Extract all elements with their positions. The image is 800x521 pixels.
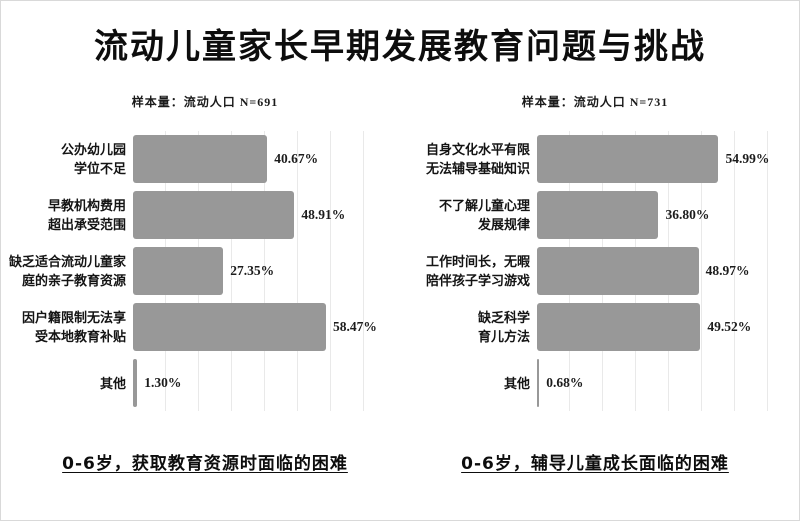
value-label: 36.80% (665, 207, 710, 222)
value-label: 40.67% (274, 151, 319, 166)
value-label: 48.97% (705, 263, 750, 278)
value-label: 1.30% (144, 375, 182, 390)
bar (133, 135, 268, 183)
value-label: 58.47% (332, 319, 377, 334)
category-label: 工作时间长，无暇 陪伴孩子学习游戏 (425, 254, 530, 288)
category-label: 因户籍限制无法享 受本地教育补贴 (21, 310, 126, 344)
bar (133, 359, 138, 407)
value-label: 54.99% (725, 151, 770, 166)
bar-row: 49.52% (537, 299, 771, 355)
value-label: 48.91% (301, 207, 346, 222)
page-title: 流动儿童家长早期发展教育问题与挑战 (94, 27, 706, 67)
bar-row: 40.67% (133, 131, 381, 187)
right-plot-area: 54.99% 36.80% 48.97% 49.52% 0.68% (537, 131, 771, 411)
category-label: 缺乏适合流动儿童家 庭的亲子教育资源 (8, 254, 126, 288)
left-chart-caption: 0-6岁，获取教育资源时面临的困难 (62, 454, 348, 474)
right-sample-size-label: 样本量：流动人口 N=731 (521, 95, 669, 109)
category-label: 早教机构费用 超出承受范围 (47, 198, 126, 232)
bar (537, 247, 699, 295)
bar (537, 191, 659, 239)
right-chart-body: 自身文化水平有限 无法辅导基础知识不了解儿童心理 发展规律工作时间长，无暇 陪伴孩子学… (419, 131, 771, 411)
bar-row: 48.91% (133, 187, 381, 243)
category-label: 自身文化水平有限 无法辅导基础知识 (425, 142, 530, 176)
bar (537, 303, 701, 351)
left-sample-size-label: 样本量：流动人口 N=691 (131, 95, 279, 109)
left-chart-body: 公办幼儿园 学位不足早教机构费用 超出承受范围缺乏适合流动儿童家 庭的亲子教育资源因户… (8, 131, 381, 411)
value-label: 27.35% (230, 263, 275, 278)
bar-row: 1.30% (133, 355, 381, 411)
bar-row: 0.68% (537, 355, 771, 411)
left-chart: 样本量：流动人口 N=691 公办幼儿园 学位不足早教机构费用 超出承受范围缺乏适合… (8, 93, 381, 474)
category-label: 公办幼儿园 学位不足 (60, 142, 126, 176)
right-category-labels: 自身文化水平有限 无法辅导基础知识不了解儿童心理 发展规律工作时间长，无暇 陪伴孩子学… (419, 131, 537, 411)
value-label: 49.52% (707, 319, 752, 334)
bar-row: 54.99% (537, 131, 771, 187)
category-label: 不了解儿童心理 发展规律 (438, 198, 530, 232)
bar (133, 247, 224, 295)
left-category-labels: 公办幼儿园 学位不足早教机构费用 超出承受范围缺乏适合流动儿童家 庭的亲子教育资源因户… (8, 131, 133, 411)
bar (133, 303, 326, 351)
bar-row: 58.47% (133, 299, 381, 355)
category-label: 其他 (503, 375, 530, 391)
value-label: 0.68% (546, 375, 584, 390)
left-plot-area: 40.67% 48.91% 27.35% 58.47% 1.30% (133, 131, 381, 411)
bar-row: 27.35% (133, 243, 381, 299)
bar-row: 36.80% (537, 187, 771, 243)
category-label: 缺乏科学 育儿方法 (477, 310, 530, 344)
right-chart: 样本量：流动人口 N=731 自身文化水平有限 无法辅导基础知识不了解儿童心理 发展… (419, 93, 771, 474)
bar (537, 135, 719, 183)
charts-row: 样本量：流动人口 N=691 公办幼儿园 学位不足早教机构费用 超出承受范围缺乏适合… (1, 93, 799, 474)
bar (537, 359, 540, 407)
category-label: 其他 (99, 375, 126, 391)
bar (133, 191, 295, 239)
bar-row: 48.97% (537, 243, 771, 299)
right-chart-caption: 0-6岁，辅导儿童成长面临的困难 (461, 454, 729, 474)
